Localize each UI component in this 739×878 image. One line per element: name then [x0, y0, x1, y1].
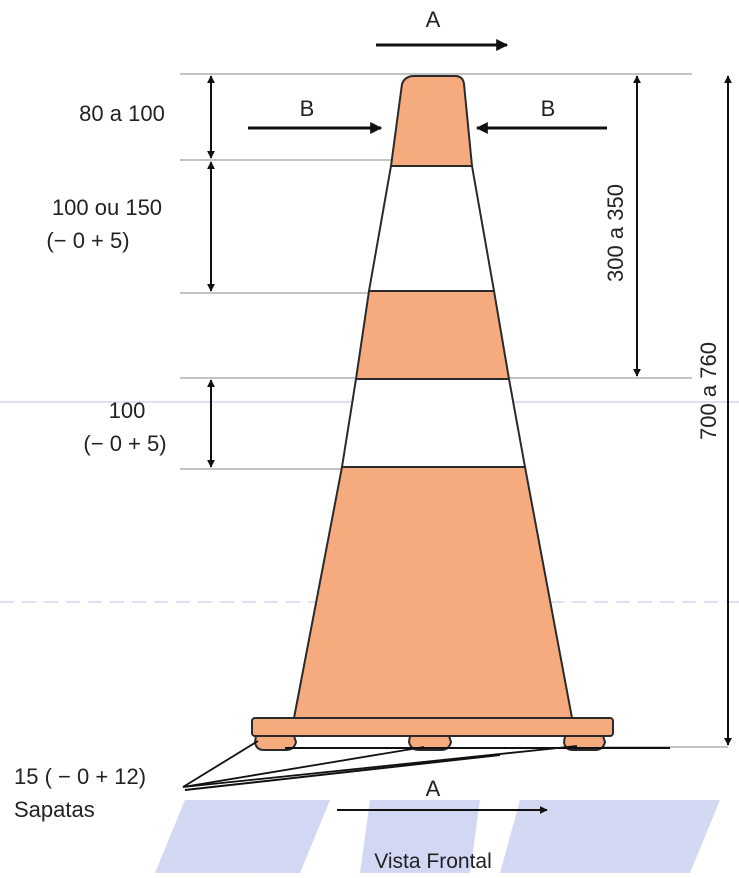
foot-middle	[407, 735, 453, 751]
label-a-top: A	[426, 7, 441, 32]
dim-label-top-band: 80 a 100	[79, 101, 165, 126]
dim-label-white-1-line1: 100 ou 150	[52, 195, 162, 220]
dim-label-upper-height: 300 a 350	[603, 184, 628, 282]
cone-band-5	[292, 466, 574, 719]
cone-band-2	[367, 165, 496, 292]
foot-left	[253, 735, 298, 751]
sapatas-leaders	[182, 740, 578, 788]
cone	[292, 75, 574, 719]
cone-band-3	[354, 290, 511, 380]
dim-label-white-2-line2: (− 0 + 5)	[83, 431, 166, 456]
dim-label-white-1-line2: (− 0 + 5)	[46, 228, 129, 253]
cone-band-1	[389, 75, 474, 167]
sapatas-label: Sapatas	[14, 797, 95, 822]
ground-lines	[184, 747, 670, 791]
label-b-left: B	[300, 96, 315, 121]
base-tolerance-label: 15 ( − 0 + 12)	[14, 764, 146, 789]
cone-base	[251, 717, 614, 751]
base-plate	[251, 717, 614, 737]
label-b-right: B	[541, 96, 556, 121]
cone-band-4	[340, 378, 527, 468]
label-a-bottom: A	[426, 776, 441, 801]
dim-label-total-height: 700 a 760	[696, 342, 721, 440]
dimension-arrows	[207, 75, 732, 746]
caption-vista-frontal: Vista Frontal	[374, 850, 492, 873]
dim-label-white-2-line1: 100	[109, 398, 146, 423]
watermark	[155, 800, 720, 873]
